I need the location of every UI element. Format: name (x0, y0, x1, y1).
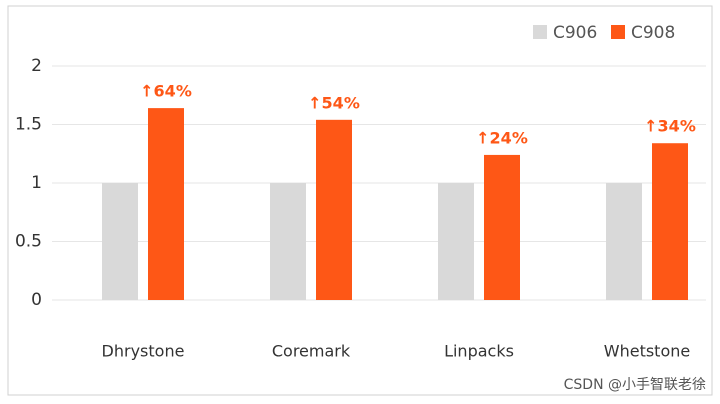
annotation: ↑64% (140, 82, 192, 101)
y-tick-label: 0.5 (15, 232, 42, 252)
bar (102, 183, 138, 300)
legend-label: C906 (553, 23, 597, 43)
y-tick-label: 1.5 (15, 115, 42, 135)
annotation: ↑54% (308, 93, 360, 112)
legend-swatch (533, 25, 547, 39)
annotation: ↑34% (644, 117, 696, 136)
bar (148, 108, 184, 301)
bar (270, 183, 306, 300)
bar (652, 143, 688, 300)
y-tick-label: 2 (31, 56, 42, 76)
y-tick-label: 1 (31, 173, 42, 193)
x-tick-label: Coremark (272, 342, 351, 361)
x-tick-label: Linpacks (444, 342, 514, 361)
x-tick-label: Whetstone (604, 342, 690, 361)
legend-swatch (611, 25, 625, 39)
legend-label: C908 (631, 23, 675, 43)
bar (606, 183, 642, 300)
bar (484, 154, 520, 300)
bar (438, 183, 474, 300)
y-tick-label: 0 (31, 290, 42, 310)
bar (316, 119, 352, 300)
watermark: CSDN @小手智联老徐 (564, 377, 706, 393)
annotation: ↑24% (476, 128, 528, 147)
x-tick-label: Dhrystone (102, 342, 185, 361)
